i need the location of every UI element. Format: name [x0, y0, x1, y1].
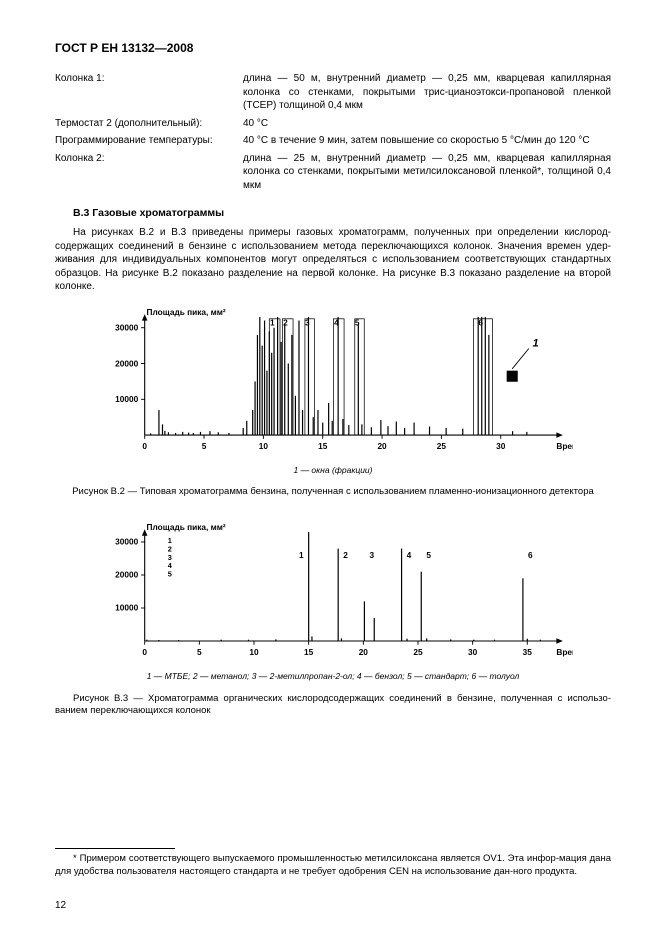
page: ГОСТ Р ЕН 13132—2008 Колонка 1: длина — … — [0, 0, 661, 936]
svg-text:20000: 20000 — [115, 358, 138, 368]
footnote: * Примером соответствующего выпускаемого… — [55, 853, 611, 879]
param-label: Колонка 1: — [55, 70, 243, 115]
svg-text:Время, мин: Время, мин — [556, 441, 573, 451]
svg-text:3: 3 — [369, 550, 374, 560]
svg-text:4: 4 — [407, 550, 412, 560]
figure-caption: Рисунок B.2 — Типовая хроматограмма бенз… — [55, 486, 611, 499]
svg-text:4: 4 — [334, 317, 339, 327]
svg-text:3: 3 — [305, 317, 310, 327]
footnote-rule — [55, 848, 175, 849]
svg-text:2: 2 — [283, 317, 288, 327]
svg-text:25: 25 — [437, 441, 447, 451]
svg-text:30: 30 — [496, 441, 506, 451]
param-label: Программирование температуры: — [55, 132, 243, 150]
svg-text:0: 0 — [142, 441, 147, 451]
table-row: Программирование температуры: 40 °C в те… — [55, 132, 611, 150]
table-row: Термостат 2 (дополнительный): 40 °C — [55, 115, 611, 133]
svg-text:Время, мин: Время, мин — [556, 647, 573, 657]
page-number: 12 — [55, 899, 66, 913]
svg-text:20000: 20000 — [115, 570, 138, 580]
table-row: Колонка 2: длина — 25 м, внутренний диам… — [55, 150, 611, 195]
svg-text:5: 5 — [202, 441, 207, 451]
svg-text:10000: 10000 — [115, 603, 138, 613]
section-title: B.3 Газовые хроматограммы — [73, 206, 611, 220]
svg-text:20: 20 — [377, 441, 387, 451]
svg-text:6: 6 — [478, 317, 483, 327]
svg-text:10: 10 — [259, 441, 269, 451]
svg-text:1: 1 — [299, 550, 304, 560]
param-value: 40 °C — [243, 115, 611, 133]
param-value: длина — 50 м, внутренний диаметр — 0,25 … — [243, 70, 611, 115]
document-header: ГОСТ Р ЕН 13132—2008 — [55, 40, 611, 56]
param-label: Термостат 2 (дополнительный): — [55, 115, 243, 133]
chromatogram-chart-2: 10000200003000005101520253035Площадь пик… — [55, 519, 611, 667]
svg-text:0: 0 — [142, 647, 147, 657]
body-paragraph: На рисунках B.2 и B.3 приведены примеры … — [55, 226, 611, 294]
svg-text:10: 10 — [249, 647, 259, 657]
svg-text:30000: 30000 — [115, 322, 138, 332]
table-row: Колонка 1: длина — 50 м, внутренний диам… — [55, 70, 611, 115]
svg-text:5: 5 — [426, 550, 431, 560]
svg-text:5: 5 — [355, 317, 360, 327]
svg-text:10000: 10000 — [115, 394, 138, 404]
figure-legend: 1 — окна (фракции) — [55, 465, 611, 476]
svg-text:5: 5 — [197, 647, 202, 657]
svg-text:35: 35 — [523, 647, 533, 657]
chromatogram-chart-1: 100002000030000051015202530Площадь пика,… — [55, 304, 611, 461]
svg-text:2: 2 — [343, 550, 348, 560]
svg-text:6: 6 — [528, 550, 533, 560]
svg-text:15: 15 — [304, 647, 314, 657]
svg-text:20: 20 — [359, 647, 369, 657]
svg-text:1: 1 — [270, 317, 275, 327]
svg-text:Площадь пика, мм²: Площадь пика, мм² — [147, 522, 226, 532]
svg-text:30: 30 — [468, 647, 478, 657]
svg-text:30000: 30000 — [115, 537, 138, 547]
param-value: 40 °C в течение 9 мин, затем повышение с… — [243, 132, 611, 150]
param-value: длина — 25 м, внутренний диаметр — 0,25 … — [243, 150, 611, 195]
figure-legend: 1 — МТБЕ; 2 — метанол; 3 — 2-метилпропан… — [55, 671, 611, 682]
param-label: Колонка 2: — [55, 150, 243, 195]
svg-text:1: 1 — [533, 338, 539, 350]
svg-text:15: 15 — [318, 441, 328, 451]
svg-text:5: 5 — [168, 570, 172, 579]
svg-text:Площадь пика, мм²: Площадь пика, мм² — [147, 307, 226, 317]
figure-caption: Рисунок B.3 — Хроматограмма органических… — [55, 693, 611, 719]
parameter-table: Колонка 1: длина — 50 м, внутренний диам… — [55, 70, 611, 194]
svg-text:25: 25 — [413, 647, 423, 657]
